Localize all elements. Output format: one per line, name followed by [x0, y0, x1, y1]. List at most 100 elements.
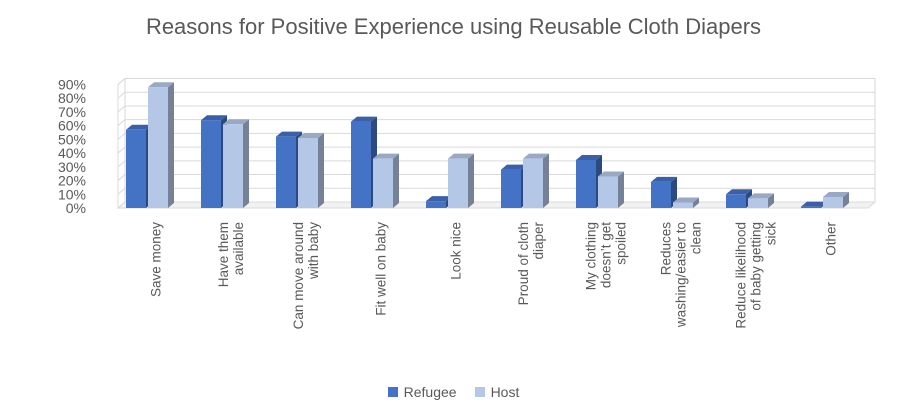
bar-host	[823, 197, 843, 208]
y-tick-label: 30%	[58, 159, 86, 175]
bar-refugee	[201, 120, 221, 208]
category-label-line: Proud of cloth	[516, 222, 531, 305]
y-tick-label: 0%	[66, 200, 86, 216]
bar-refugee	[351, 121, 371, 208]
category-label: My clothingdoesn’t getspoiled	[584, 222, 629, 291]
gridline	[117, 78, 875, 85]
bar-side	[243, 119, 249, 208]
gridline	[117, 146, 875, 154]
bar-side	[318, 133, 324, 208]
category-label: Have themavailable	[216, 222, 246, 287]
bar-refugee	[126, 129, 146, 208]
bar-top	[501, 164, 527, 170]
category-label-line: Reduces	[659, 222, 674, 276]
bar-host	[673, 202, 693, 208]
chart-title: Reasons for Positive Experience using Re…	[145, 14, 762, 39]
category-label-line: spoiled	[614, 222, 629, 265]
y-tick-label: 80%	[58, 90, 86, 106]
bar-top	[726, 189, 752, 195]
y-tick-label: 10%	[58, 186, 86, 202]
category-label-line: Reduce likelihood	[734, 222, 749, 329]
bar-top	[298, 133, 324, 139]
bar-refugee	[726, 194, 746, 208]
legend-item-host: Host	[474, 384, 520, 400]
bar-top	[276, 131, 302, 137]
bar-top	[598, 171, 624, 177]
bar-top	[126, 124, 152, 130]
y-tick-label: 70%	[58, 104, 86, 120]
category-label: Other	[824, 221, 839, 255]
legend: Refugee Host	[0, 384, 907, 400]
bar-top	[201, 115, 227, 121]
bar-host	[298, 138, 318, 208]
category-label-line: clean	[689, 222, 704, 254]
bar-top	[801, 201, 827, 207]
y-tick-label: 20%	[58, 173, 86, 189]
bar-side	[618, 171, 624, 208]
bar-host	[598, 176, 618, 208]
category-label-line: Other	[824, 221, 839, 255]
category-label-line: diaper	[531, 221, 546, 259]
category-label-line: Look nice	[449, 222, 464, 280]
bar-top	[223, 119, 249, 125]
legend-swatch-refugee	[387, 387, 398, 397]
gridline	[117, 160, 875, 168]
y-tick-label: 50%	[58, 131, 86, 147]
category-label: Fit well on baby	[374, 222, 389, 316]
y-tick-label: 60%	[58, 118, 86, 134]
bar-top	[576, 154, 602, 160]
bar-side	[843, 192, 849, 208]
y-tick-label: 90%	[58, 77, 86, 93]
gridline	[117, 201, 875, 209]
category-label-line: with baby	[306, 222, 321, 280]
gridline	[117, 119, 875, 127]
bar-side	[671, 176, 677, 208]
bar-refugee	[651, 181, 671, 208]
bar-host	[748, 198, 768, 208]
bar-top	[426, 196, 452, 202]
bar-top	[448, 153, 474, 159]
bar-host	[148, 87, 168, 208]
y-tick-label: 40%	[58, 145, 86, 161]
legend-label-host: Host	[490, 384, 520, 400]
gridline	[117, 174, 875, 181]
category-label-line: Fit well on baby	[374, 222, 389, 316]
gridline	[117, 105, 875, 113]
bar-host	[373, 158, 393, 208]
bar-refugee	[501, 169, 521, 208]
category-label-line: My clothing	[584, 222, 599, 290]
category-label-line: sick	[764, 222, 779, 245]
bar-refugee	[276, 136, 296, 208]
category-label: Proud of clothdiaper	[516, 221, 546, 305]
bar-top	[523, 153, 549, 159]
bar-top	[748, 193, 774, 199]
bar-top	[351, 116, 377, 122]
category-label-line: of baby getting	[749, 222, 764, 311]
bar-host	[523, 158, 543, 208]
category-label-line: available	[231, 222, 246, 275]
category-label-line: doesn’t get	[599, 222, 614, 288]
legend-item-refugee: Refugee	[387, 384, 457, 400]
bar-side	[768, 193, 774, 208]
category-label-line: Save money	[149, 222, 164, 297]
legend-swatch-host	[474, 387, 485, 397]
category-label: Reduceswashing/easier toclean	[659, 222, 704, 328]
legend-label-refugee: Refugee	[403, 384, 457, 400]
bar-side	[543, 153, 549, 208]
bar-side	[468, 153, 474, 208]
bar-top	[673, 197, 699, 203]
category-label: Can move aroundwith baby	[291, 222, 321, 330]
bar-top	[823, 192, 849, 198]
bar-refugee	[576, 159, 596, 208]
gridline	[117, 132, 875, 140]
gridline	[117, 91, 875, 99]
category-label: Reduce likelihoodof baby gettingsick	[734, 222, 779, 329]
category-label: Save money	[149, 222, 164, 297]
bar-side	[393, 153, 399, 208]
bar-host	[448, 158, 468, 208]
bar-refugee	[801, 206, 821, 208]
bar-top	[651, 176, 677, 182]
category-label-line: Can move around	[291, 222, 306, 329]
